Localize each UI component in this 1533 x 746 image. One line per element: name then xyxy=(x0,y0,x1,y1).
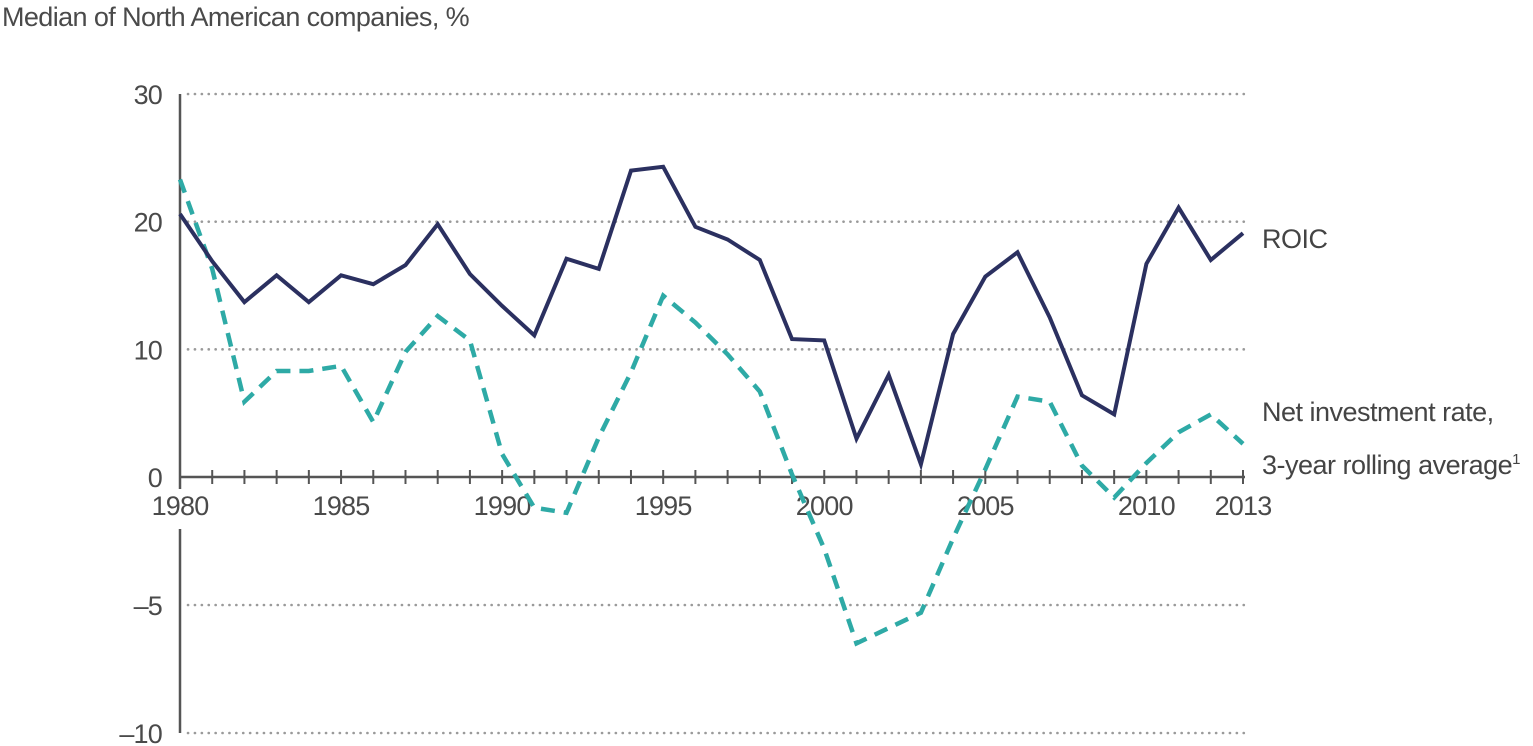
x-tick-label: 1985 xyxy=(313,491,370,521)
x-tick-label: 1980 xyxy=(152,491,209,521)
x-tick-label: 2010 xyxy=(1118,491,1175,521)
roic-series-label: ROIC xyxy=(1262,224,1328,254)
chart-title: Median of North American companies, % xyxy=(2,2,470,32)
y-tick-label: 30 xyxy=(134,80,162,110)
roic-line xyxy=(178,164,1245,472)
y-tick-label: 20 xyxy=(134,208,162,238)
net-investment-label-text: 3-year rolling average xyxy=(1262,450,1512,480)
y-tick-label: 0 xyxy=(148,463,162,493)
series-labels: ROIC Net investment rate, 3-year rolling… xyxy=(1262,224,1521,480)
net-investment-series-label-line2: 3-year rolling average1 xyxy=(1262,450,1520,480)
y-tick-label: –10 xyxy=(119,719,162,746)
y-tick-label: –5 xyxy=(134,591,162,621)
y-tick-label: 10 xyxy=(134,335,162,365)
x-tick-label: 1990 xyxy=(474,491,531,521)
x-tick-label: 1995 xyxy=(635,491,692,521)
x-tick-label: 2013 xyxy=(1215,491,1272,521)
net-investment-rate-line xyxy=(177,178,1245,647)
series-lines xyxy=(177,164,1245,647)
x-tick-label: 2000 xyxy=(796,491,853,521)
net-investment-series-label-line1: Net investment rate, xyxy=(1262,397,1494,427)
footnote-marker: 1 xyxy=(1512,451,1520,468)
gridlines xyxy=(186,92,1247,735)
x-tick-label: 2005 xyxy=(957,491,1014,521)
